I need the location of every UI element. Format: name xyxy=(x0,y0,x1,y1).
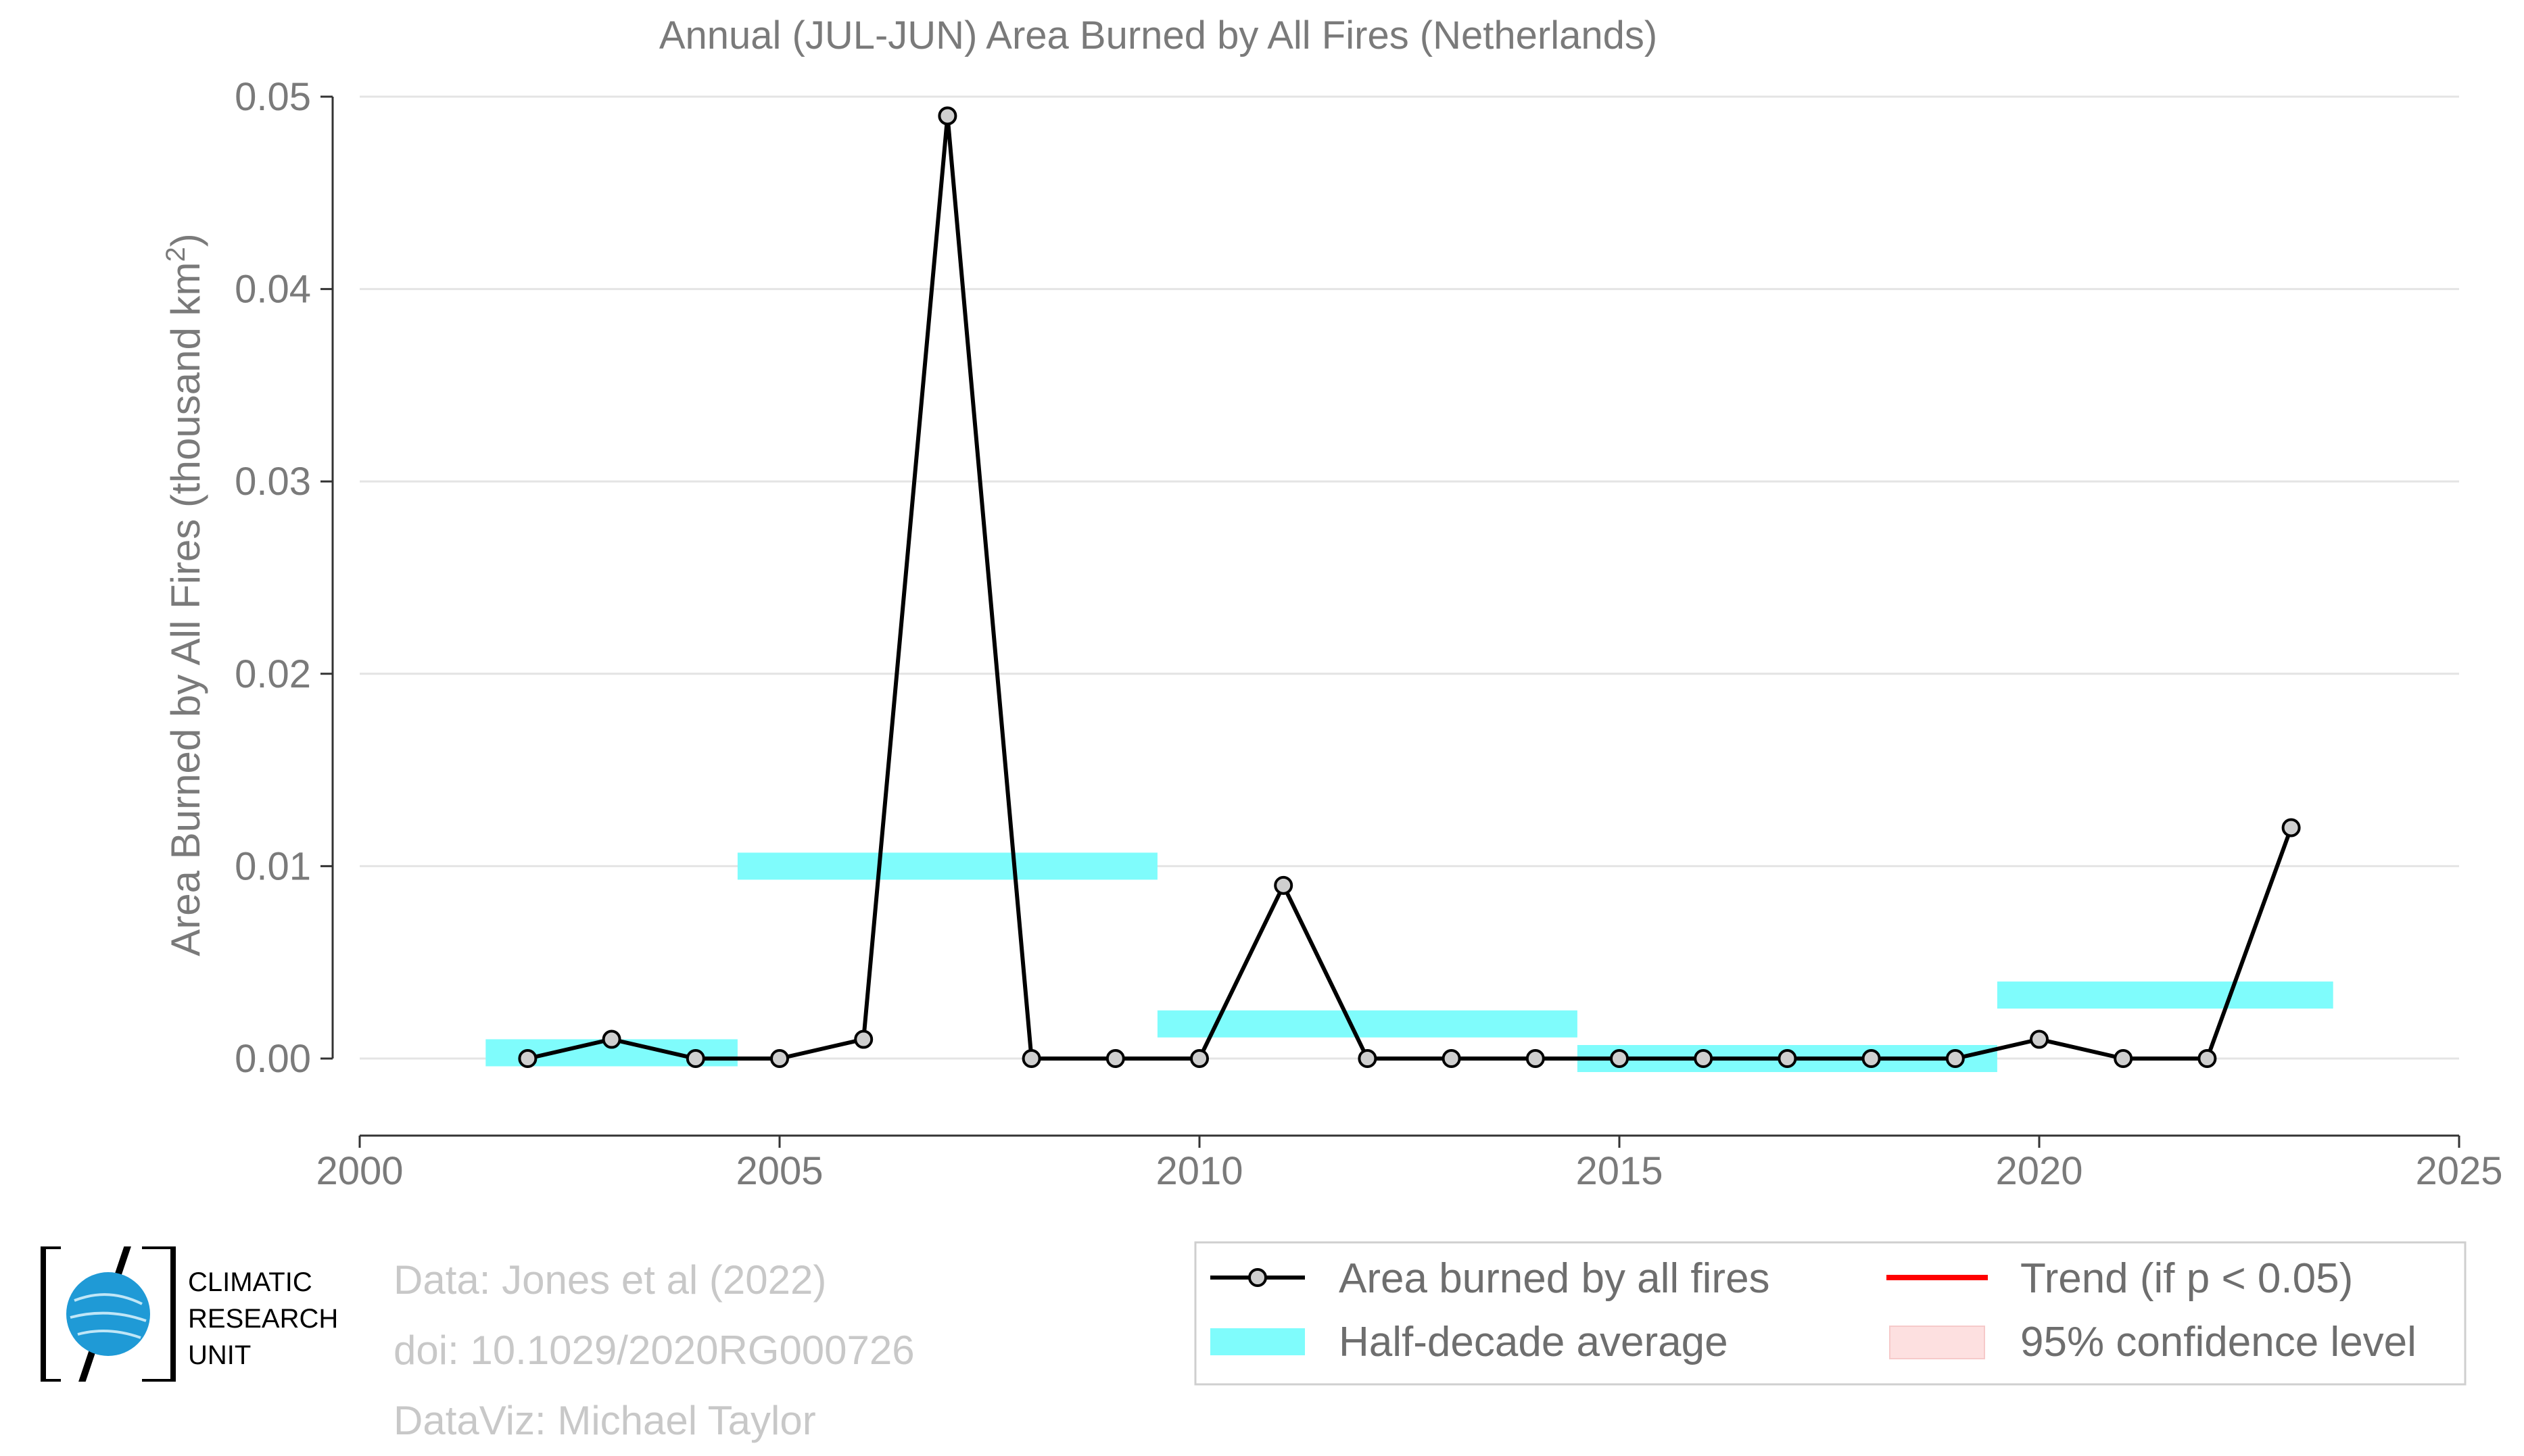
gridlines xyxy=(360,95,2459,1060)
globe-lines-icon xyxy=(70,1293,147,1339)
half-decade-average-bar xyxy=(1997,981,2333,1009)
legend-label-half-decade: Half-decade average xyxy=(1339,1319,1728,1365)
logo-text: CLIMATIC RESEARCH UNIT xyxy=(188,1264,338,1374)
x-tick-label: 2020 xyxy=(1995,1149,2082,1193)
data-point xyxy=(1022,1049,1041,1068)
data-point xyxy=(602,1029,621,1049)
y-tick-label: 0.01 xyxy=(235,844,311,888)
data-point xyxy=(2197,1049,2217,1068)
data-point xyxy=(938,106,957,126)
data-point xyxy=(1610,1049,1629,1068)
data-point xyxy=(2030,1029,2049,1049)
half-decade-average-bands xyxy=(485,852,2333,1072)
logo-text-line2: RESEARCH xyxy=(188,1304,339,1334)
y-axis-ticks: 0.00 0.01 0.02 0.03 0.04 0.05 xyxy=(235,75,333,1081)
chart-title: Annual (JUL-JUN) Area Burned by All Fire… xyxy=(659,14,1657,57)
legend-label-trend: Trend (if p < 0.05) xyxy=(2020,1255,2353,1302)
data-point xyxy=(770,1049,789,1068)
y-axis-label-close: ) xyxy=(163,233,208,247)
half-decade-average-bar xyxy=(1157,1010,1577,1038)
y-tick-label: 0.05 xyxy=(235,75,311,119)
y-tick-label: 0.00 xyxy=(235,1037,311,1081)
logo-bracket-left xyxy=(41,1246,61,1382)
legend: Area burned by all fires Trend (if p < 0… xyxy=(1194,1241,2467,1386)
x-tick-label: 2010 xyxy=(1156,1149,1243,1193)
x-axis-ticks: 2000 2005 2010 2015 2020 2025 xyxy=(316,1136,2503,1193)
data-point xyxy=(1525,1049,1545,1068)
data-point xyxy=(1190,1049,1209,1068)
series-line xyxy=(527,114,2293,1061)
credit-line1: Data: Jones et al (2022) xyxy=(394,1257,827,1303)
legend-swatch-half-decade xyxy=(1210,1328,1305,1355)
legend-swatch-area-burned-marker xyxy=(1248,1268,1267,1287)
data-point xyxy=(1442,1049,1461,1068)
legend-swatch-confidence xyxy=(1889,1326,1985,1359)
data-point xyxy=(1861,1049,1881,1068)
data-point xyxy=(518,1049,538,1068)
data-point xyxy=(1778,1049,1797,1068)
legend-label-area-burned: Area burned by all fires xyxy=(1339,1255,1770,1302)
data-point xyxy=(1358,1049,1377,1068)
series-points xyxy=(518,106,2301,1068)
data-point xyxy=(2281,818,2301,838)
y-axis-label-superscript: 2 xyxy=(161,247,191,262)
data-point xyxy=(2114,1049,2133,1068)
x-tick-label: 2025 xyxy=(2415,1149,2502,1193)
data-point xyxy=(854,1029,874,1049)
x-tick-label: 2005 xyxy=(736,1149,823,1193)
data-point xyxy=(1694,1049,1713,1068)
data-credits: Data: Jones et al (2022) doi: 10.1029/20… xyxy=(394,1245,915,1456)
y-tick-label: 0.03 xyxy=(235,460,311,504)
cru-logo xyxy=(41,1246,176,1382)
x-tick-label: 2000 xyxy=(316,1149,403,1193)
credit-line3: DataViz: Michael Taylor xyxy=(394,1398,816,1443)
data-point xyxy=(1945,1049,1965,1068)
legend-label-confidence: 95% confidence level xyxy=(2020,1319,2416,1365)
y-tick-label: 0.04 xyxy=(235,268,311,312)
chart: Annual (JUL-JUN) Area Burned by All Fire… xyxy=(161,14,2503,1386)
y-axis-label: Area Burned by All Fires (thousand km2) xyxy=(161,233,208,956)
data-point xyxy=(1105,1049,1125,1068)
data-point xyxy=(1274,875,1293,895)
data-point xyxy=(686,1049,705,1068)
logo-text-line3: UNIT xyxy=(188,1340,252,1370)
x-tick-label: 2015 xyxy=(1575,1149,1663,1193)
half-decade-average-bar xyxy=(737,852,1158,880)
y-tick-label: 0.02 xyxy=(235,652,311,696)
legend-box xyxy=(1194,1241,2467,1386)
logo-bracket-right xyxy=(142,1246,176,1382)
credit-line2: doi: 10.1029/2020RG000726 xyxy=(394,1328,915,1373)
logo-text-line1: CLIMATIC xyxy=(188,1267,312,1297)
